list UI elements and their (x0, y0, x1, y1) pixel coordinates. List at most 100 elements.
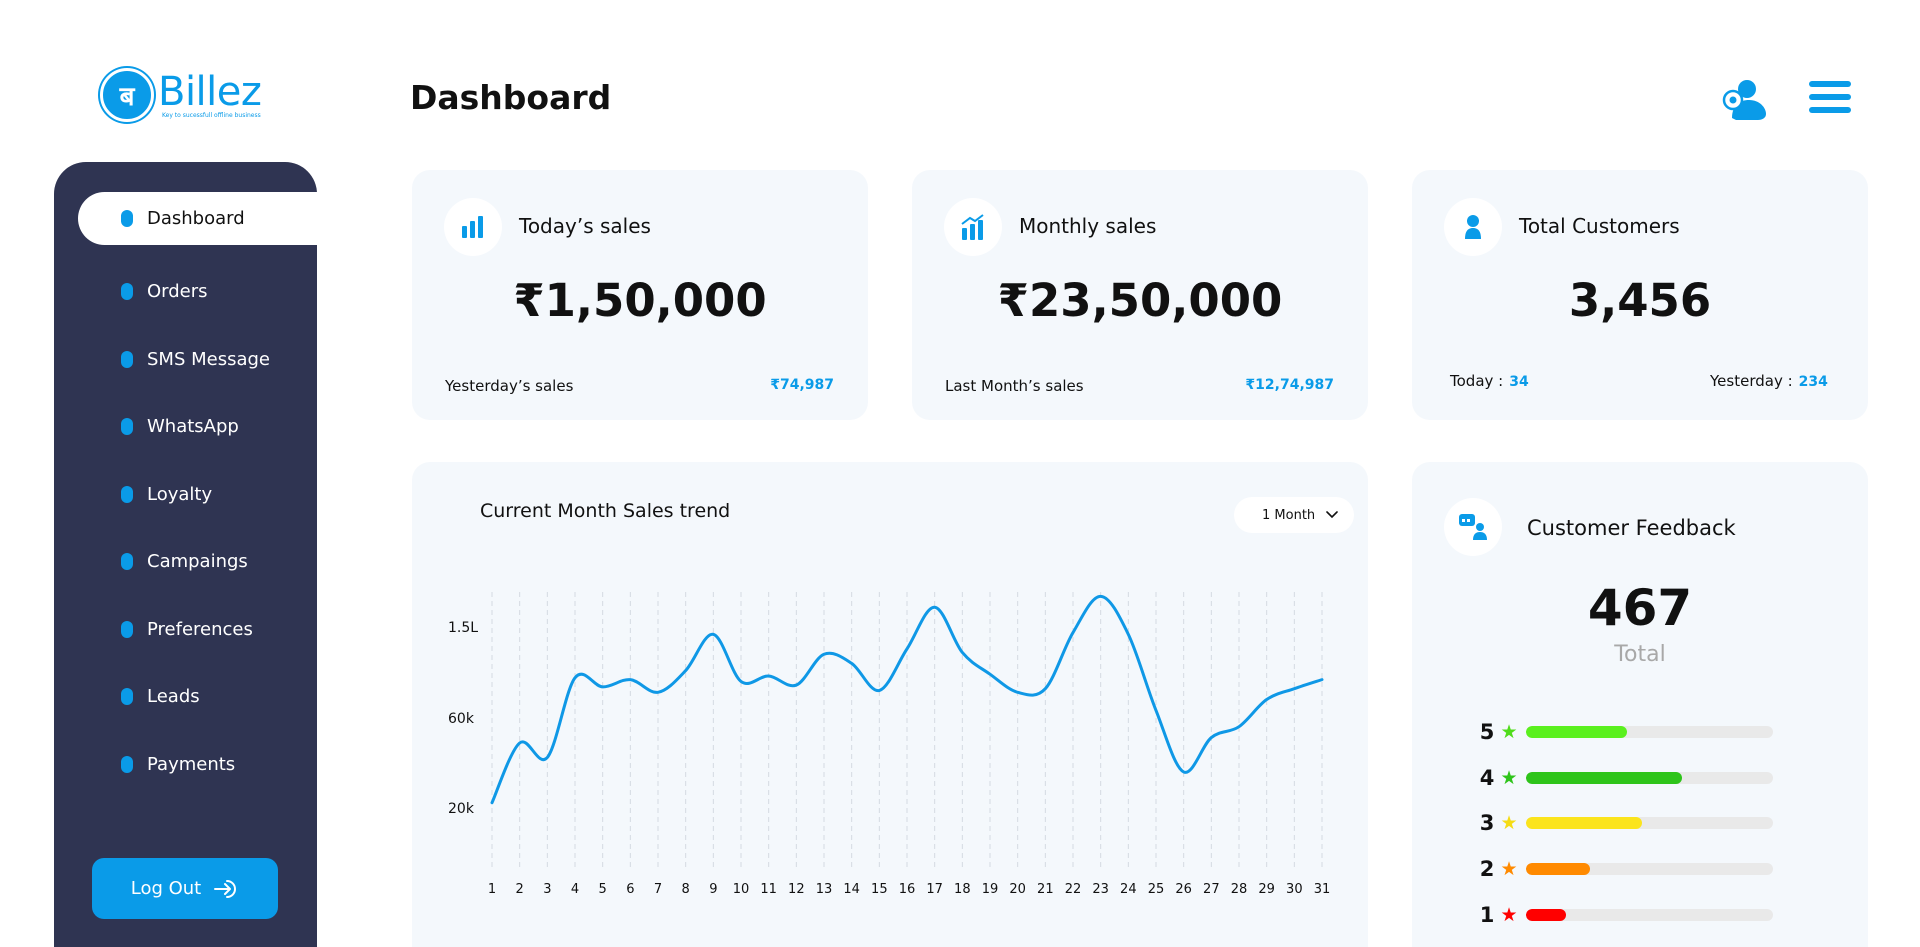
x-tick-label: 7 (654, 882, 662, 897)
x-tick-label: 3 (543, 882, 551, 897)
stat-value: ₹1,50,000 (513, 274, 767, 327)
x-tick-label: 20 (1009, 882, 1026, 897)
sidebar-item-dashboard[interactable]: Dashboard (78, 192, 317, 245)
rating-bar-track (1526, 863, 1773, 875)
rating-bar-track (1526, 909, 1773, 921)
mouse-icon (121, 688, 133, 705)
x-tick-label: 17 (926, 882, 943, 897)
rating-row-1: 1 ★ (1478, 903, 1778, 927)
stat-title: Monthly sales (1019, 214, 1157, 238)
mouse-icon (121, 351, 133, 368)
y-tick-label: 1.5L (448, 620, 478, 636)
rating-bar-track (1526, 772, 1773, 784)
rating-number: 2 (1479, 857, 1495, 881)
sidebar-item-orders[interactable]: Orders (54, 265, 317, 318)
x-tick-label: 12 (788, 882, 805, 897)
stat-title: Total Customers (1519, 214, 1680, 238)
sidebar-item-leads[interactable]: Leads (54, 670, 317, 723)
x-tick-label: 21 (1037, 882, 1054, 897)
page-title: Dashboard (410, 78, 612, 117)
customer-feedback-card: Customer Feedback 467 Total 5 ★ 4 ★ 3 ★ 2 ★ 1 ★ (1412, 462, 1868, 947)
rating-number: 4 (1479, 766, 1495, 790)
yesterday-value: 234 (1798, 374, 1828, 390)
y-tick-label: 20k (448, 801, 475, 817)
star-icon: ★ (1500, 721, 1518, 743)
sidebar-item-campaigns[interactable]: Campaings (54, 535, 317, 588)
x-tick-label: 19 (982, 882, 999, 897)
x-tick-label: 10 (733, 882, 750, 897)
star-icon: ★ (1500, 904, 1518, 926)
x-tick-label: 6 (626, 882, 634, 897)
x-tick-label: 15 (871, 882, 888, 897)
period-selected: 1 Month (1262, 507, 1316, 523)
feedback-total-label: Total (1614, 642, 1666, 667)
user-profile-icon[interactable] (1722, 78, 1768, 122)
yesterday-label: Yesterday : (1710, 372, 1793, 390)
rating-bar-fill (1526, 772, 1682, 784)
stat-title: Today’s sales (519, 214, 651, 238)
sidebar-item-label: Dashboard (147, 208, 245, 229)
sidebar-item-payments[interactable]: Payments (54, 738, 317, 791)
x-tick-label: 25 (1148, 882, 1165, 897)
x-tick-label: 30 (1286, 882, 1303, 897)
mouse-icon (121, 418, 133, 435)
sidebar-item-loyalty[interactable]: Loyalty (54, 468, 317, 521)
total-customers-card: Total Customers 3,456 Today : 34 Yesterda… (1412, 170, 1868, 420)
today-value: 34 (1509, 374, 1529, 390)
sidebar: Dashboard Orders SMS Message WhatsApp Lo… (54, 162, 317, 947)
todays-sales-card: Today’s sales ₹1,50,000 Yesterday’s sale… (412, 170, 868, 420)
today-label: Today : (1450, 372, 1504, 390)
feedback-title: Customer Feedback (1527, 516, 1736, 540)
mouse-icon (121, 486, 133, 503)
stat-foot-value: ₹12,74,987 (1245, 377, 1334, 393)
logout-arrow-icon (214, 879, 237, 898)
x-tick-label: 1 (488, 882, 496, 897)
star-icon: ★ (1500, 767, 1518, 789)
x-tick-label: 18 (954, 882, 971, 897)
rating-bar-fill (1526, 726, 1628, 738)
rating-bar-track (1526, 726, 1773, 738)
sidebar-item-preferences[interactable]: Preferences (54, 603, 317, 656)
stat-value: 3,456 (1568, 274, 1712, 327)
stat-foot-label: Last Month’s sales (945, 377, 1084, 395)
sidebar-item-whatsapp[interactable]: WhatsApp (54, 400, 317, 453)
sidebar-item-label: Preferences (147, 619, 253, 640)
x-tick-label: 14 (843, 882, 860, 897)
logo-mark: ब (100, 68, 154, 122)
x-tick-label: 28 (1231, 882, 1248, 897)
rating-bar-track (1526, 817, 1773, 829)
sales-trend-card: Current Month Sales trend 1 Month 1.5L 60… (412, 462, 1368, 947)
monthly-sales-card: Monthly sales ₹23,50,000 Last Month’s sa… (912, 170, 1368, 420)
sidebar-item-label: Campaings (147, 551, 248, 572)
chart-title: Current Month Sales trend (480, 500, 731, 522)
x-tick-label: 24 (1120, 882, 1137, 897)
customers-yesterday: Yesterday : 234 (1710, 372, 1828, 390)
hamburger-menu-icon[interactable] (1809, 81, 1851, 119)
feedback-chat-icon (1444, 498, 1502, 556)
brand-logo[interactable]: ब Billez Key to sucessfull offline busin… (100, 68, 262, 122)
sidebar-item-label: Payments (147, 754, 236, 775)
logout-label: Log Out (130, 878, 202, 899)
chevron-down-icon (1326, 511, 1338, 519)
bar-chart-icon (444, 198, 502, 256)
x-tick-label: 23 (1092, 882, 1109, 897)
sidebar-item-label: Leads (147, 686, 200, 707)
rating-number: 1 (1479, 903, 1495, 927)
feedback-total: 467 (1587, 579, 1693, 637)
x-tick-label: 27 (1203, 882, 1220, 897)
sidebar-item-label: Orders (147, 281, 208, 302)
logout-button[interactable]: Log Out (92, 858, 278, 919)
mouse-icon (121, 553, 133, 570)
x-tick-label: 8 (682, 882, 690, 897)
sidebar-item-sms-message[interactable]: SMS Message (54, 333, 317, 386)
x-tick-label: 31 (1314, 882, 1331, 897)
sidebar-item-label: Loyalty (147, 484, 213, 505)
mouse-icon (121, 756, 133, 773)
y-tick-label: 60k (448, 711, 475, 727)
mouse-icon (121, 283, 133, 300)
x-tick-label: 13 (816, 882, 833, 897)
x-tick-label: 16 (899, 882, 916, 897)
stat-foot-label: Yesterday’s sales (445, 377, 574, 395)
rating-row-2: 2 ★ (1478, 857, 1778, 881)
period-dropdown[interactable]: 1 Month (1234, 497, 1354, 533)
